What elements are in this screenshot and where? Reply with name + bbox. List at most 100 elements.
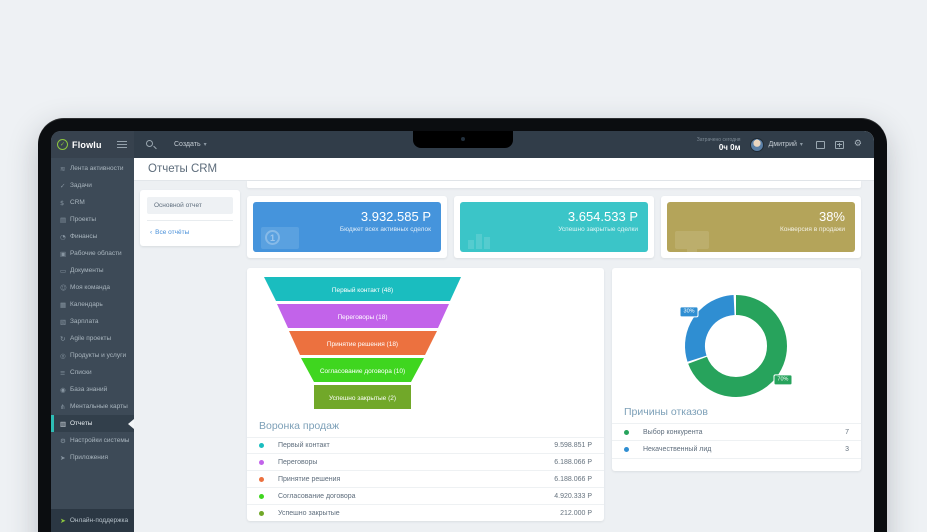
sidebar: ≋ Лента активности ✓ Задачи $ CRM ▤ Проекты ◔ Фин… — [51, 158, 134, 532]
sidebar-item-calendar[interactable]: ▦ Календарь — [51, 296, 134, 313]
sidebar-item-payroll[interactable]: ▧ Зарплата — [51, 313, 134, 330]
laptop-frame: ✓ Flowlu Создать ▾ Затрачено сегодня 0ч … — [38, 118, 887, 532]
funnel-segment[interactable] — [301, 358, 424, 382]
sales-funnel-panel: Первый контакт (48) Переговоры (18) Принят… — [247, 268, 604, 521]
funnel-segment[interactable] — [264, 277, 461, 301]
camera-dot — [460, 137, 465, 141]
apps-grid-icon[interactable] — [834, 140, 844, 149]
funnel-segment-label: Первый контакт (48) — [332, 286, 393, 294]
sidebar-item-label: Приложения — [70, 454, 109, 461]
funnel-segment[interactable] — [289, 331, 437, 355]
app-screen: ✓ Flowlu Создать ▾ Затрачено сегодня 0ч … — [51, 131, 874, 532]
funnel-legend-row: Первый контакт 9.598.851 Р — [247, 437, 604, 454]
stat-label: Бюджет всех активных сделок — [339, 226, 431, 234]
stat-card-panel: 3.654.533 Р Успешно закрытые сделки — [454, 196, 654, 258]
megaphone-icon: ➤ — [60, 516, 66, 525]
funnel-title: Воронка продаж — [259, 420, 340, 432]
report-main: Основной отчет ‹ Все отчёты 1 3.932.585 Р… — [134, 181, 874, 532]
legend-dot — [259, 459, 264, 465]
funnel-legend-row: Переговоры 6.188.066 Р — [247, 454, 604, 471]
refusal-reason-count: 7 — [845, 428, 849, 436]
stat-cards-row: 1 3.932.585 Р Бюджет всех активных сделок 3… — [247, 196, 861, 258]
funnel-segment-label: Принятие решения (18) — [327, 341, 398, 348]
monitor-icon — [675, 231, 709, 252]
time-tracker[interactable]: Затрачено сегодня 0ч 0м — [697, 137, 741, 153]
all-reports-link[interactable]: ‹ Все отчёты — [150, 229, 190, 236]
donut-slice[interactable] — [685, 295, 787, 397]
sidebar-item-agile-projects[interactable]: ↻ Agile проекты — [51, 330, 134, 347]
sidebar-item-label: Документы — [70, 267, 104, 274]
tasks-icon: ✓ — [60, 181, 66, 190]
products-icon: ◎ — [60, 351, 66, 360]
donut-legend-row: Некачественный лид 3 — [612, 441, 861, 459]
report-tabs-card: Основной отчет ‹ Все отчёты — [140, 190, 240, 246]
time-value: 0ч 0м — [718, 142, 741, 152]
documents-icon: ▭ — [60, 266, 67, 275]
donut-percent-badge: 30% — [679, 306, 699, 318]
mind-maps-icon: ⋔ — [60, 402, 66, 411]
sidebar-item-label: Проекты — [70, 216, 97, 223]
sales-funnel-chart: Первый контакт (48) Переговоры (18) Принят… — [264, 277, 461, 409]
sidebar-item-products[interactable]: ◎ Продукты и услуги — [51, 347, 134, 364]
applications-icon: ➤ — [60, 453, 66, 462]
stat-card-1: 1 3.932.585 Р Бюджет всех активных сделок — [253, 202, 441, 252]
funnel-legend-row: Согласование договора 4.920.333 Р — [247, 488, 604, 505]
legend-dot — [259, 510, 264, 516]
sidebar-item-applications[interactable]: ➤ Приложения — [51, 449, 134, 466]
sidebar-item-crm[interactable]: $ CRM — [51, 194, 134, 211]
agile-projects-icon: ↻ — [60, 334, 66, 343]
legend-dot — [624, 429, 629, 435]
legend-dot — [259, 493, 264, 499]
sidebar-item-system-settings[interactable]: ⚙ Настройки системы — [51, 432, 134, 449]
banknote-icon: 1 — [261, 227, 299, 249]
sidebar-item-finance[interactable]: ◔ Финансы — [51, 228, 134, 245]
sidebar-item-lists[interactable]: ≡ Списки — [51, 364, 134, 381]
donut-percent-badge: 70% — [773, 374, 793, 386]
sidebar-item-label: Списки — [70, 369, 92, 376]
sidebar-item-label: База знаний — [70, 386, 108, 393]
sidebar-item-documents[interactable]: ▭ Документы — [51, 262, 134, 279]
sidebar-item-label: Ментальные карты — [70, 403, 128, 410]
activity-feed-icon: ≋ — [60, 164, 66, 173]
finance-icon: ◔ — [60, 232, 66, 241]
funnel-segment-label: Успешно закрытые (2) — [329, 395, 396, 402]
sidebar-item-label: Моя команда — [70, 284, 111, 291]
sidebar-item-label: CRM — [70, 199, 85, 206]
search-icon[interactable] — [144, 138, 158, 152]
user-menu[interactable]: Дмитрий ▾ — [768, 141, 803, 148]
projects-icon: ▤ — [60, 215, 67, 224]
page-header: Отчеты CRM — [134, 158, 874, 181]
sidebar-item-workspaces[interactable]: ▣ Рабочие области — [51, 245, 134, 262]
stat-label: Успешно закрытые сделки — [558, 226, 638, 234]
lists-icon: ≡ — [60, 368, 66, 377]
legend-dot — [259, 476, 264, 482]
refusal-reason-count: 3 — [845, 446, 849, 453]
time-caption: Затрачено сегодня — [696, 136, 741, 143]
sidebar-item-tasks[interactable]: ✓ Задачи — [51, 177, 134, 194]
sidebar-item-mind-maps[interactable]: ⋔ Ментальные карты — [51, 398, 134, 415]
tab-main-report[interactable]: Основной отчет — [147, 197, 233, 214]
brand-area[interactable]: ✓ Flowlu — [51, 131, 134, 158]
gear-icon[interactable]: ⚙ — [853, 139, 862, 149]
online-support-button[interactable]: ➤ Онлайн-поддержка — [51, 509, 134, 532]
sidebar-item-label: Отчеты — [70, 420, 93, 427]
sidebar-item-reports[interactable]: ▥ Отчеты — [51, 415, 134, 432]
sidebar-item-activity-feed[interactable]: ≋ Лента активности — [51, 160, 134, 177]
funnel-segment-label: Переговоры (18) — [337, 314, 387, 321]
sidebar-item-team[interactable]: ☺ Моя команда — [51, 279, 134, 296]
funnel-segment[interactable] — [314, 385, 411, 409]
stat-value: 3.654.533 Р — [567, 209, 638, 224]
avatar[interactable] — [749, 137, 764, 152]
chat-icon[interactable] — [815, 140, 825, 149]
donut-slice[interactable] — [684, 294, 787, 397]
create-button[interactable]: Создать ▾ — [174, 141, 207, 148]
hamburger-menu-icon[interactable] — [117, 141, 127, 148]
sidebar-item-knowledge-base[interactable]: ◉ База знаний — [51, 381, 134, 398]
knowledge-base-icon: ◉ — [60, 385, 66, 394]
crm-icon: $ — [60, 198, 65, 207]
sidebar-item-label: Зарплата — [70, 318, 99, 325]
funnel-segment[interactable] — [277, 304, 449, 328]
sidebar-item-projects[interactable]: ▤ Проекты — [51, 211, 134, 228]
chevron-down-icon: ▾ — [203, 141, 207, 148]
